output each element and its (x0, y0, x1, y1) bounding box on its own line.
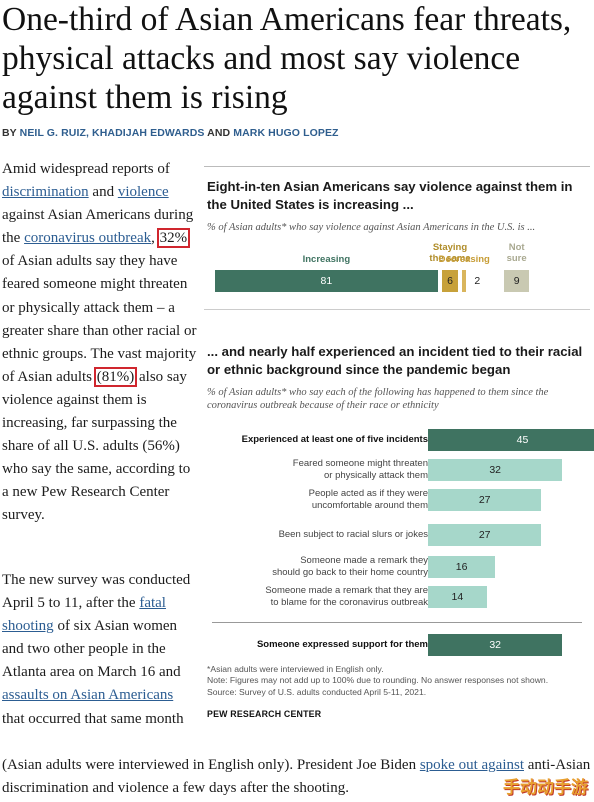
chart1-category-0: Increasing (302, 254, 351, 265)
chart1-segment-3 (504, 270, 529, 292)
chart2-bar-6: 32 (428, 634, 563, 656)
chart1-value-2: 2 (474, 275, 481, 287)
chart2-row-label-6: Someone expressed support for them (256, 639, 428, 650)
link-discrimination[interactable]: discrimination (2, 184, 89, 201)
chart1-segment-2 (462, 270, 467, 292)
chart2-bar-0: 45 (428, 429, 594, 451)
chart2-row-label-4: Someone made a remark they should go back… (272, 555, 428, 578)
chart-notes: *Asian adults were interviewed in Englis… (207, 664, 548, 698)
chart1-subtitle: % of Asian adults* who say violence agai… (207, 222, 536, 233)
article-paragraph-3: (Asian adults were interviewed in Englis… (2, 754, 594, 800)
link-assaults-on-asian-americans[interactable]: assaults on Asian Americans (2, 687, 174, 704)
link-fatal-shooting[interactable]: fatal shooting (2, 595, 166, 635)
chart-top-rule (204, 166, 590, 167)
chart2-separator (212, 622, 582, 623)
para1-text-1: Amid widespread reports of (2, 161, 170, 177)
para1-text-3: against Asian Americans during the (2, 207, 194, 247)
chart1-value-0: 81 (320, 275, 333, 287)
highlight-32-percent: 32% (156, 228, 191, 249)
para2-text-1: The new survey was conducted April 5 to … (2, 572, 191, 612)
chart2-bar-1: 32 (428, 459, 563, 481)
para2-text-2: of six Asian women and two other people … (2, 618, 181, 681)
chart2-bar-5: 14 (428, 586, 487, 608)
article-paragraph-2: The new survey was conducted April 5 to … (2, 569, 198, 731)
headline: One-third of Asian Americans fear threat… (2, 1, 572, 116)
para1-text-2: and (88, 184, 118, 201)
link-coronavirus-outbreak[interactable]: coronavirus outbreak (24, 230, 152, 247)
article-paragraph-1: Amid widespread reports of discriminatio… (2, 158, 198, 528)
chart2-subtitle: % of Asian adults* who say each of the f… (207, 387, 549, 411)
chart1-category-1: Staying the same (429, 242, 471, 264)
note-rounding: Note: Figures may not add up to 100% due… (207, 675, 549, 686)
chart1-value-3: 9 (513, 275, 520, 287)
link-violence[interactable]: violence (117, 184, 169, 201)
chart1-segment-1 (441, 270, 459, 292)
para1-text-5: of Asian adults say they have feared som… (2, 253, 197, 385)
para1-text-6: also say violence against them is increa… (2, 368, 191, 524)
byline-and: AND (207, 127, 231, 139)
author-link-lopez[interactable]: MARK HUGO LOPEZ (233, 127, 339, 139)
chart-divider (204, 309, 590, 310)
chart1-value-1: 6 (447, 275, 453, 287)
highlight-81-percent: (81%) (93, 366, 138, 387)
note-source: Source: Survey of U.S. adults conducted … (207, 686, 427, 697)
chart1-category-3: Not sure (506, 242, 527, 264)
byline-by: BY (2, 127, 17, 139)
chart2-bar-3: 27 (428, 524, 542, 546)
chart2-row-label-2: People acted as if they were uncomfortabl… (308, 488, 428, 511)
chart2-row-label-0: Experienced at least one of five inciden… (241, 434, 428, 445)
para3-text-2: anti-Asian discrimination and violence a… (2, 757, 591, 797)
chart1-segment-0 (215, 270, 438, 292)
chart2-row-label-5: Someone made a remark that they are to bl… (265, 585, 428, 608)
para2-text-3: that occurred that same month (2, 710, 184, 727)
chart2-row-label-3: Been subject to racial slurs or jokes (278, 529, 428, 540)
byline: BY NEIL G. RUIZ, KHADIJAH EDWARDS AND MA… (2, 127, 339, 139)
note-asterisk: *Asian adults were interviewed in Englis… (207, 664, 384, 674)
pew-chart: Eight-in-ten Asian Americans say violenc… (204, 166, 594, 726)
chart2-bar-2: 27 (428, 489, 542, 511)
author-link-edwards[interactable]: KHADIJAH EDWARDS (92, 127, 205, 139)
chart2-title: ... and nearly half experienced an incid… (207, 344, 583, 377)
chart1-title: Eight-in-ten Asian Americans say violenc… (207, 179, 573, 212)
watermark-logo: 手动动手游 (503, 778, 588, 798)
pew-brand: PEW RESEARCH CENTER (207, 709, 322, 719)
chart1-category-2: Decreasing (438, 254, 490, 265)
chart2-bar-4: 16 (428, 556, 496, 578)
author-link-ruiz[interactable]: NEIL G. RUIZ, (19, 127, 90, 139)
link-spoke-out-against[interactable]: spoke out against (419, 757, 524, 773)
para3-text-1: (Asian adults were interviewed in Englis… (2, 757, 420, 773)
para1-text-4: , (151, 230, 159, 247)
chart2-row-label-1: Feared someone might threaten or physical… (292, 458, 428, 481)
